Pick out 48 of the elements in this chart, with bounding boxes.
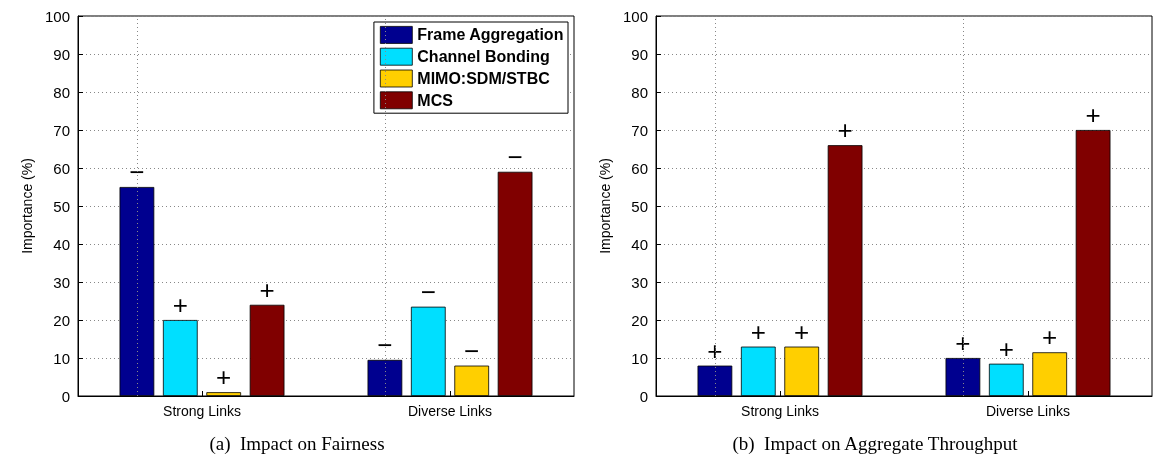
y-tick-label: 90: [53, 45, 70, 63]
legend-label: Frame Aggregation: [417, 26, 564, 44]
y-tick-label: 50: [631, 197, 648, 215]
y-tick-label: 10: [631, 349, 648, 367]
text: (a) Impact on Fairness: [209, 433, 385, 455]
y-tick-label: 80: [631, 83, 648, 101]
legend-label: MCS: [417, 91, 454, 109]
y-tick-label: 80: [53, 83, 70, 101]
y-tick-label: 20: [53, 311, 70, 329]
data-label: +: [172, 290, 188, 320]
data-label: +: [998, 333, 1014, 364]
y-tick-label: 70: [631, 121, 648, 139]
data-label: −: [507, 141, 523, 172]
data-label: −: [420, 276, 436, 307]
data-label: +: [837, 115, 853, 146]
legend-label: Channel Bonding: [417, 48, 550, 66]
data-label: +: [1042, 322, 1058, 353]
data-label: +: [1085, 100, 1101, 130]
data-label: +: [216, 362, 232, 393]
y-tick-label: 30: [631, 273, 648, 291]
y-tick-label: 20: [631, 311, 648, 329]
data-label: −: [464, 335, 480, 366]
y-tick-label: 40: [53, 235, 70, 253]
y-axis-title: Importance (%): [19, 158, 36, 254]
x-tick-label: Strong Links: [163, 403, 241, 419]
data-label: −: [377, 329, 393, 360]
x-tick-label: Diverse Links: [407, 403, 493, 419]
data-label: +: [259, 274, 275, 305]
y-tick-label: 90: [631, 45, 648, 63]
y-tick-label: 0: [639, 387, 648, 405]
x-tick-label: Strong Links: [741, 403, 819, 419]
legend-label: MIMO:SDM/STBC: [417, 70, 551, 87]
data-label: −: [129, 157, 145, 187]
y-tick-label: 70: [53, 121, 70, 139]
data-label: +: [750, 316, 766, 347]
y-tick-label: 50: [53, 197, 70, 215]
y-tick-label: 100: [44, 7, 70, 25]
y-tick-label: 0: [61, 387, 70, 405]
data-label: +: [794, 316, 810, 347]
y-tick-label: 60: [53, 159, 70, 177]
y-tick-label: 40: [631, 235, 648, 253]
y-axis-title: Importance (%): [597, 158, 614, 254]
y-tick-label: 30: [53, 273, 70, 291]
y-tick-label: 10: [53, 349, 70, 367]
x-tick-label: Diverse Links: [985, 403, 1071, 419]
y-tick-label: 60: [631, 159, 648, 177]
text: (b) Impact on Aggregate Throughput: [732, 433, 1019, 455]
y-tick-label: 100: [622, 7, 648, 25]
